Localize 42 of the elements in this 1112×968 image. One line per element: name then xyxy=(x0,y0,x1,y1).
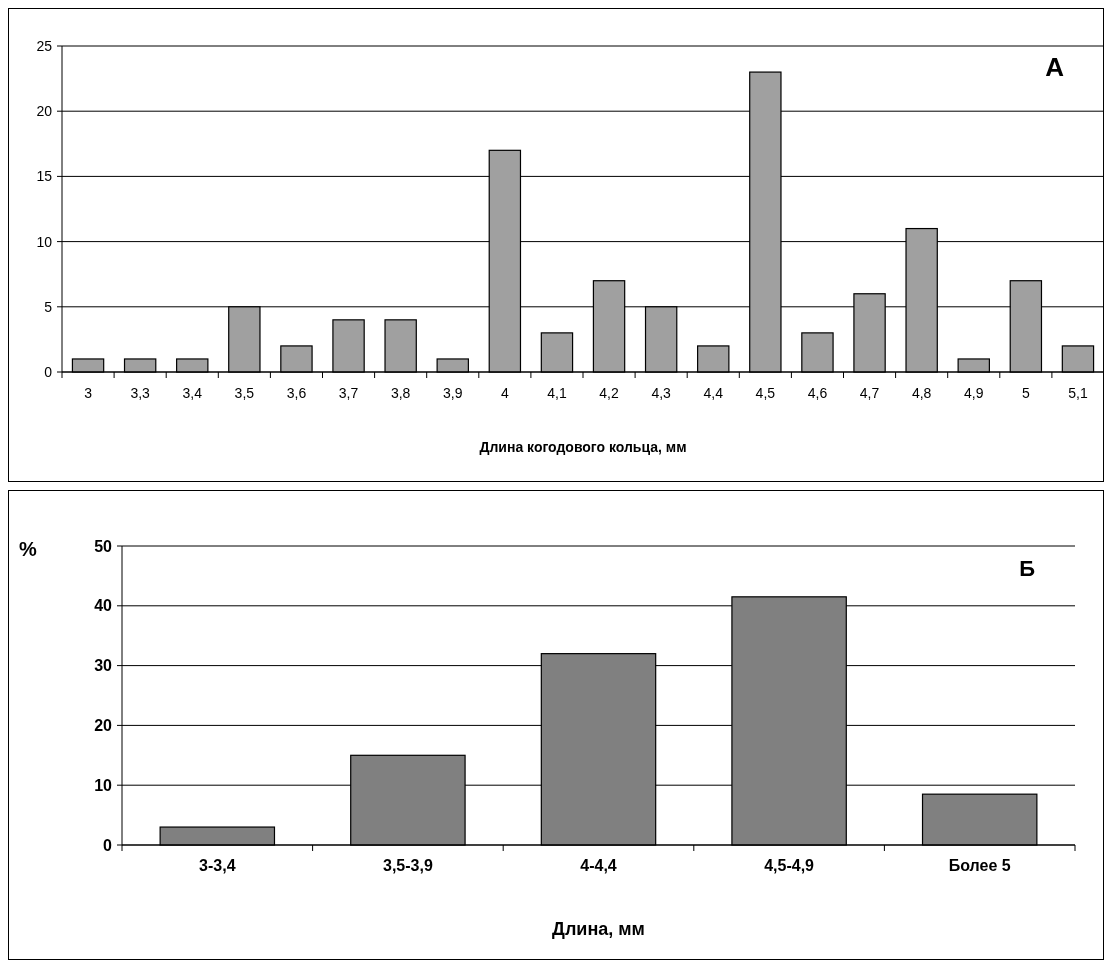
y-tick-label: 5 xyxy=(44,298,53,315)
y-tick-label: 30 xyxy=(94,657,113,675)
y-tick-label: 15 xyxy=(36,168,53,185)
x-tick-label: 4 xyxy=(500,385,509,401)
x-tick-label: 4,5 xyxy=(755,385,776,401)
x-tick-label: 3,6 xyxy=(286,385,307,401)
x-tick-label: 4,1 xyxy=(547,385,567,401)
x-tick-label: 4-4,4 xyxy=(580,857,617,874)
y-tick-label: 10 xyxy=(94,776,113,794)
x-tick-label: 3,4 xyxy=(182,385,203,401)
x-tick-label: 4,7 xyxy=(859,385,880,401)
x-tick-label: 3,5-3,9 xyxy=(382,857,433,874)
y-tick-label: 0 xyxy=(44,363,53,380)
y-tick-label: 25 xyxy=(36,37,53,54)
x-tick-label: Более 5 xyxy=(948,857,1011,874)
y-tick-label: 20 xyxy=(94,717,113,734)
x-tick-label: 4,4 xyxy=(703,385,724,401)
x-tick-label: 4,3 xyxy=(651,385,672,401)
y-tick-label: 0 xyxy=(103,836,113,854)
x-tick-label: 4,5-4,9 xyxy=(764,857,815,874)
y-tick-label: 50 xyxy=(94,537,113,555)
x-tick-label: 5,1 xyxy=(1068,385,1088,401)
x-axis-title: Длина, мм xyxy=(552,919,645,939)
x-tick-label: 5 xyxy=(1021,385,1030,401)
x-tick-label: 3,3 xyxy=(130,385,151,401)
x-axis-title: Длина когодового кольца, мм xyxy=(479,439,687,455)
y-tick-label: 40 xyxy=(94,597,113,615)
x-tick-label: 4,8 xyxy=(911,385,932,401)
x-tick-label: 4,6 xyxy=(807,385,828,401)
y-tick-label: 20 xyxy=(36,103,53,120)
x-tick-label: 4,2 xyxy=(599,385,619,401)
x-tick-label: 3,8 xyxy=(390,385,411,401)
x-tick-label: 3,7 xyxy=(338,385,359,401)
x-tick-label: 3-3,4 xyxy=(199,857,236,874)
y-tick-label: 10 xyxy=(36,233,53,250)
x-tick-label: 3,9 xyxy=(443,385,463,401)
x-tick-label: 4,9 xyxy=(964,385,984,401)
x-tick-label: 3,5 xyxy=(234,385,255,401)
annotation: А xyxy=(1045,52,1065,82)
x-tick-label: 3 xyxy=(84,385,93,401)
y-axis-title: % xyxy=(19,538,38,560)
annotation: Б xyxy=(1019,556,1036,581)
